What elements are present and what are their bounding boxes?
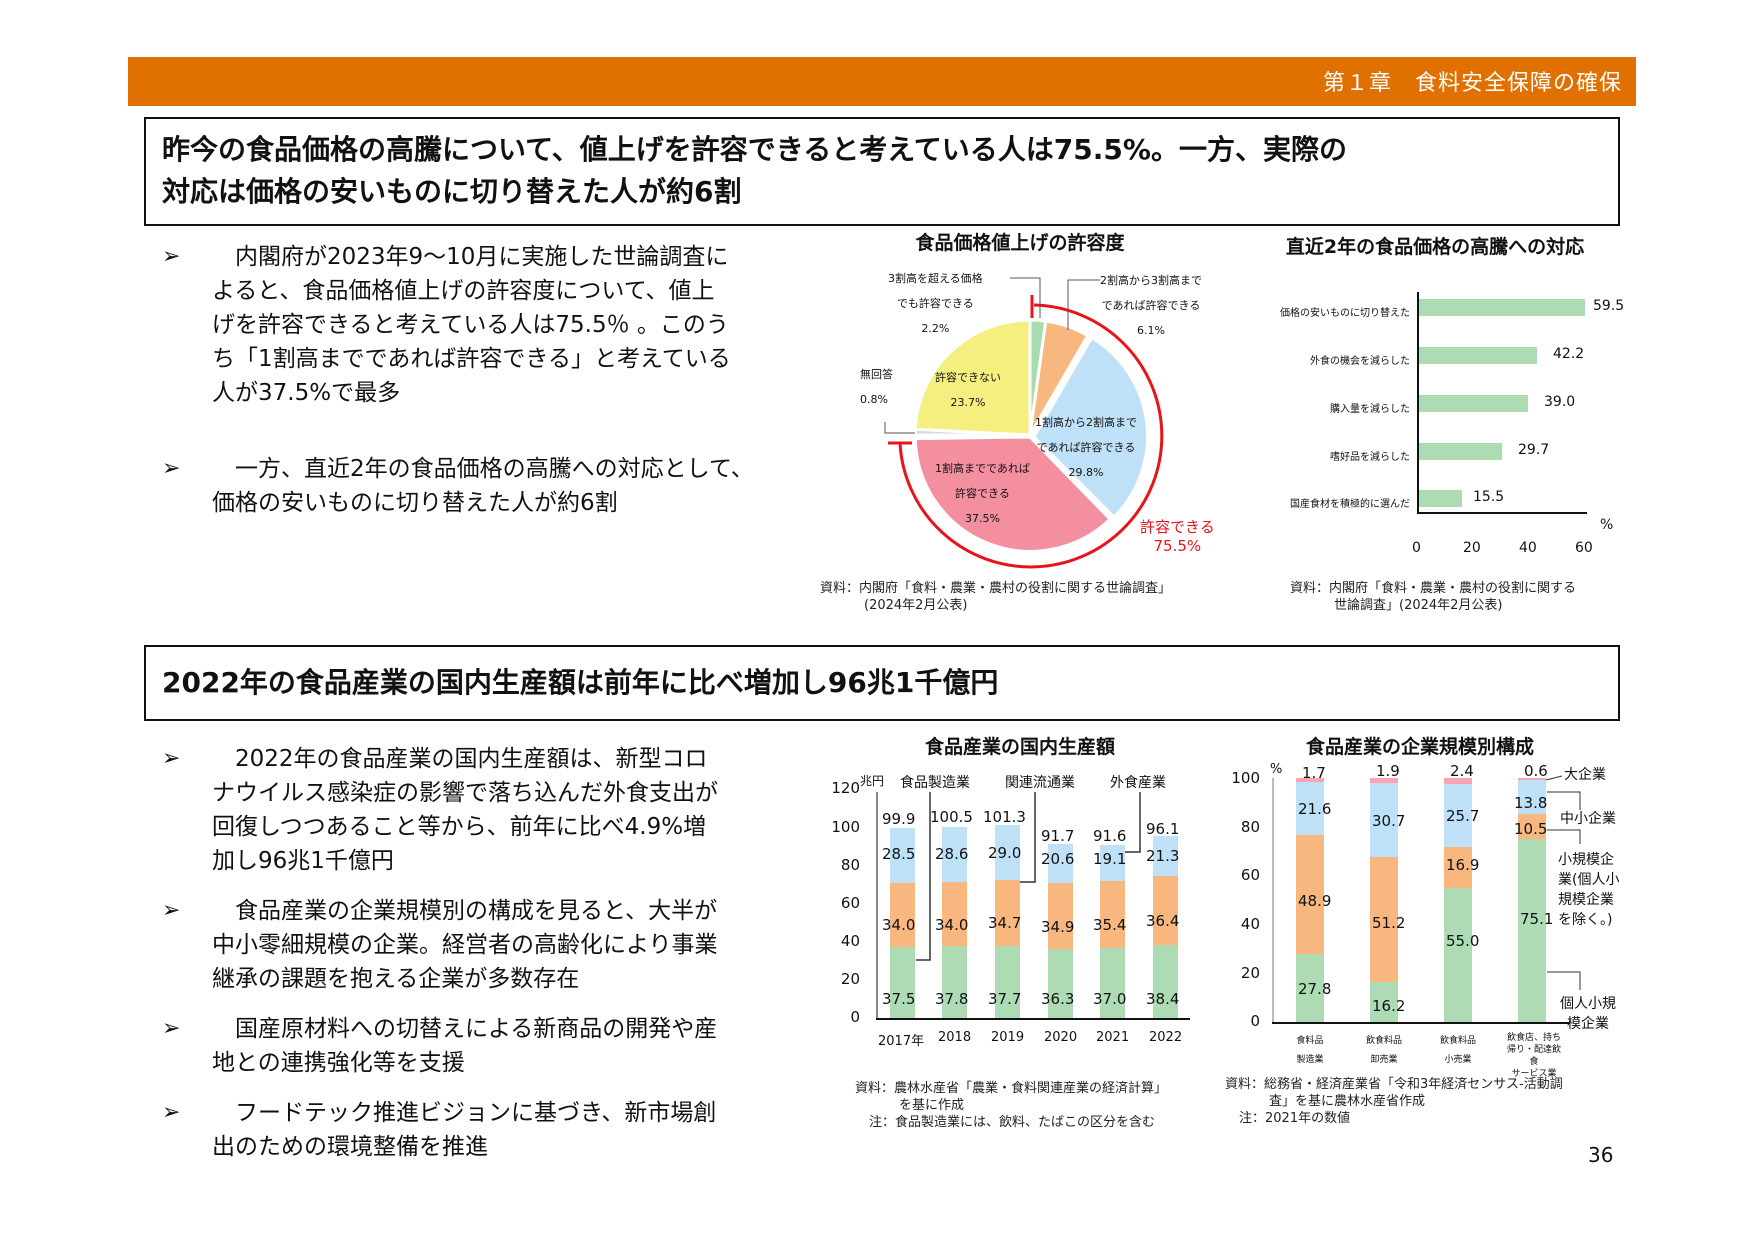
section1-headline-line2: 対応は価格の安いものに切り替えた人が約6割	[162, 175, 742, 208]
bullet-arrow-icon: ➢	[162, 1100, 181, 1125]
pie-label-over30: 3割高を超える価格 でも許容できる 2.2%	[888, 272, 983, 335]
section2-headline-box: 2022年の食品産業の国内生産額は前年に比べ増加し96兆1千億円	[144, 645, 1620, 721]
bullet-item: ➢ 国産原材料への切替えによる新商品の開発や産 地との連携強化等を支援	[162, 1012, 782, 1080]
hbar-y-axis	[1417, 292, 1419, 514]
production-source: 資料：農林水産省「農業・食料関連産業の経済計算」 を基に作成 注：食品製造業には…	[855, 1081, 1168, 1130]
pie-source: 資料：内閣府「食料・農業・農村の役割に関する世論調査」 (2024年2月公表)	[820, 581, 1172, 613]
pie-chart-title: 食品価格値上げの許容度	[915, 232, 1125, 254]
production-y-axis	[876, 792, 878, 1020]
scale-bars	[1296, 775, 1581, 1022]
legend-micro: 個人小規 模企業	[1560, 996, 1616, 1032]
pie-label-noanswer: 無回答 0.8%	[860, 368, 893, 406]
pie-graphic	[884, 277, 1164, 569]
hbar-chart: 直近2年の食品価格の高騰への対応 価格の安いものに切り替えた 59.5 外食の機…	[1260, 232, 1640, 572]
pie-label-10-20: 1割高から2割高まで であれば許容できる 29.8%	[1035, 416, 1137, 479]
bullet-arrow-icon: ➢	[162, 746, 181, 771]
hbar-source: 資料：内閣府「食料・農業・農村の役割に関する 世論調査」(2024年2月公表)	[1290, 581, 1577, 613]
hbar-bar	[1419, 490, 1462, 507]
hbar-x-axis	[1417, 512, 1587, 514]
section2-bullets: ➢ 2022年の食品産業の国内生産額は、新型コロ ナウイルス感染症の影響で落ち込ん…	[162, 742, 782, 1180]
section1-headline-line1: 昨今の食品価格の高騰について、値上げを許容できると考えている人は75.5%。一方…	[162, 133, 1347, 166]
legend-small: 小規模企 業(個人小 規模企業 を除く。)	[1558, 852, 1620, 928]
section2-headline: 2022年の食品産業の国内生産額は前年に比べ増加し96兆1千億円	[162, 666, 999, 699]
hbar-bar	[1419, 347, 1537, 364]
bullet-item: ➢ フードテック推進ビジョンに基づき、新市場創 出のための環境整備を推進	[162, 1096, 782, 1164]
section1-headline-box: 昨今の食品価格の高騰について、値上げを許容できると考えている人は75.5%。一方…	[144, 117, 1620, 226]
pie-label-20-30: 2割高から3割高まで であれば許容できる 6.1%	[1100, 274, 1202, 337]
bullet-arrow-icon: ➢	[162, 456, 181, 481]
chapter-header-bar: 第１章 食料安全保障の確保	[128, 57, 1636, 106]
scale-chart-title: 食品産業の企業規模別構成	[1305, 736, 1534, 758]
hbar-chart-title: 直近2年の食品価格の高騰への対応	[1285, 236, 1585, 258]
bullet-item: ➢ 2022年の食品産業の国内生産額は、新型コロ ナウイルス感染症の影響で落ち込ん…	[162, 742, 782, 878]
bullet-arrow-icon: ➢	[162, 1016, 181, 1041]
scale-source: 資料：総務省・経済産業省「令和3年経済センサス-活動調 査」を基に農林水産省作成…	[1225, 1077, 1563, 1126]
bullet-arrow-icon: ➢	[162, 898, 181, 923]
chapter-title: 第１章 食料安全保障の確保	[1322, 71, 1622, 96]
bullet-item: ➢ 食品産業の企業規模別の構成を見ると、大半が 中小零細規模の企業。経営者の高齢化…	[162, 894, 782, 996]
production-chart-title: 食品産業の国内生産額	[924, 736, 1115, 758]
pie-chart: 食品価格値上げの許容度 3割高を超える価格 でも許容できる 2.2% 2割高から3割…	[830, 228, 1230, 569]
bullet-item: ➢ 一方、直近2年の食品価格の高騰への対応として、 価格の安いものに切り替えた人…	[162, 452, 782, 520]
section1-bullets: ➢ 内閣府が2023年9～10月に実施した世論調査に よると、食品価格値上げの許…	[162, 240, 782, 554]
pie-label-not-acceptable: 許容できない 23.7%	[935, 371, 1001, 409]
production-bars	[890, 792, 1178, 1018]
production-x-axis	[876, 1018, 1190, 1020]
pie-acceptable-annotation: 許容できる 75.5%	[1140, 518, 1215, 555]
production-stacked-chart: 食品産業の国内生産額 兆円 120 100 80 60 40 20 0 食品製造…	[820, 732, 1220, 1062]
hbar-bar	[1419, 395, 1528, 412]
page-number: 36	[1588, 1143, 1614, 1167]
hbar-bar	[1419, 299, 1585, 316]
bullet-arrow-icon: ➢	[162, 244, 181, 269]
bullet-item: ➢ 内閣府が2023年9～10月に実施した世論調査に よると、食品価格値上げの許…	[162, 240, 782, 410]
pie-label-under10: 1割高までであれば 許容できる 37.5%	[935, 462, 1030, 525]
hbar-bar	[1419, 443, 1502, 460]
scale-stacked-chart: 食品産業の企業規模別構成 % 100 80 60 40 20 0 1.7 1.9…	[1220, 732, 1640, 1079]
